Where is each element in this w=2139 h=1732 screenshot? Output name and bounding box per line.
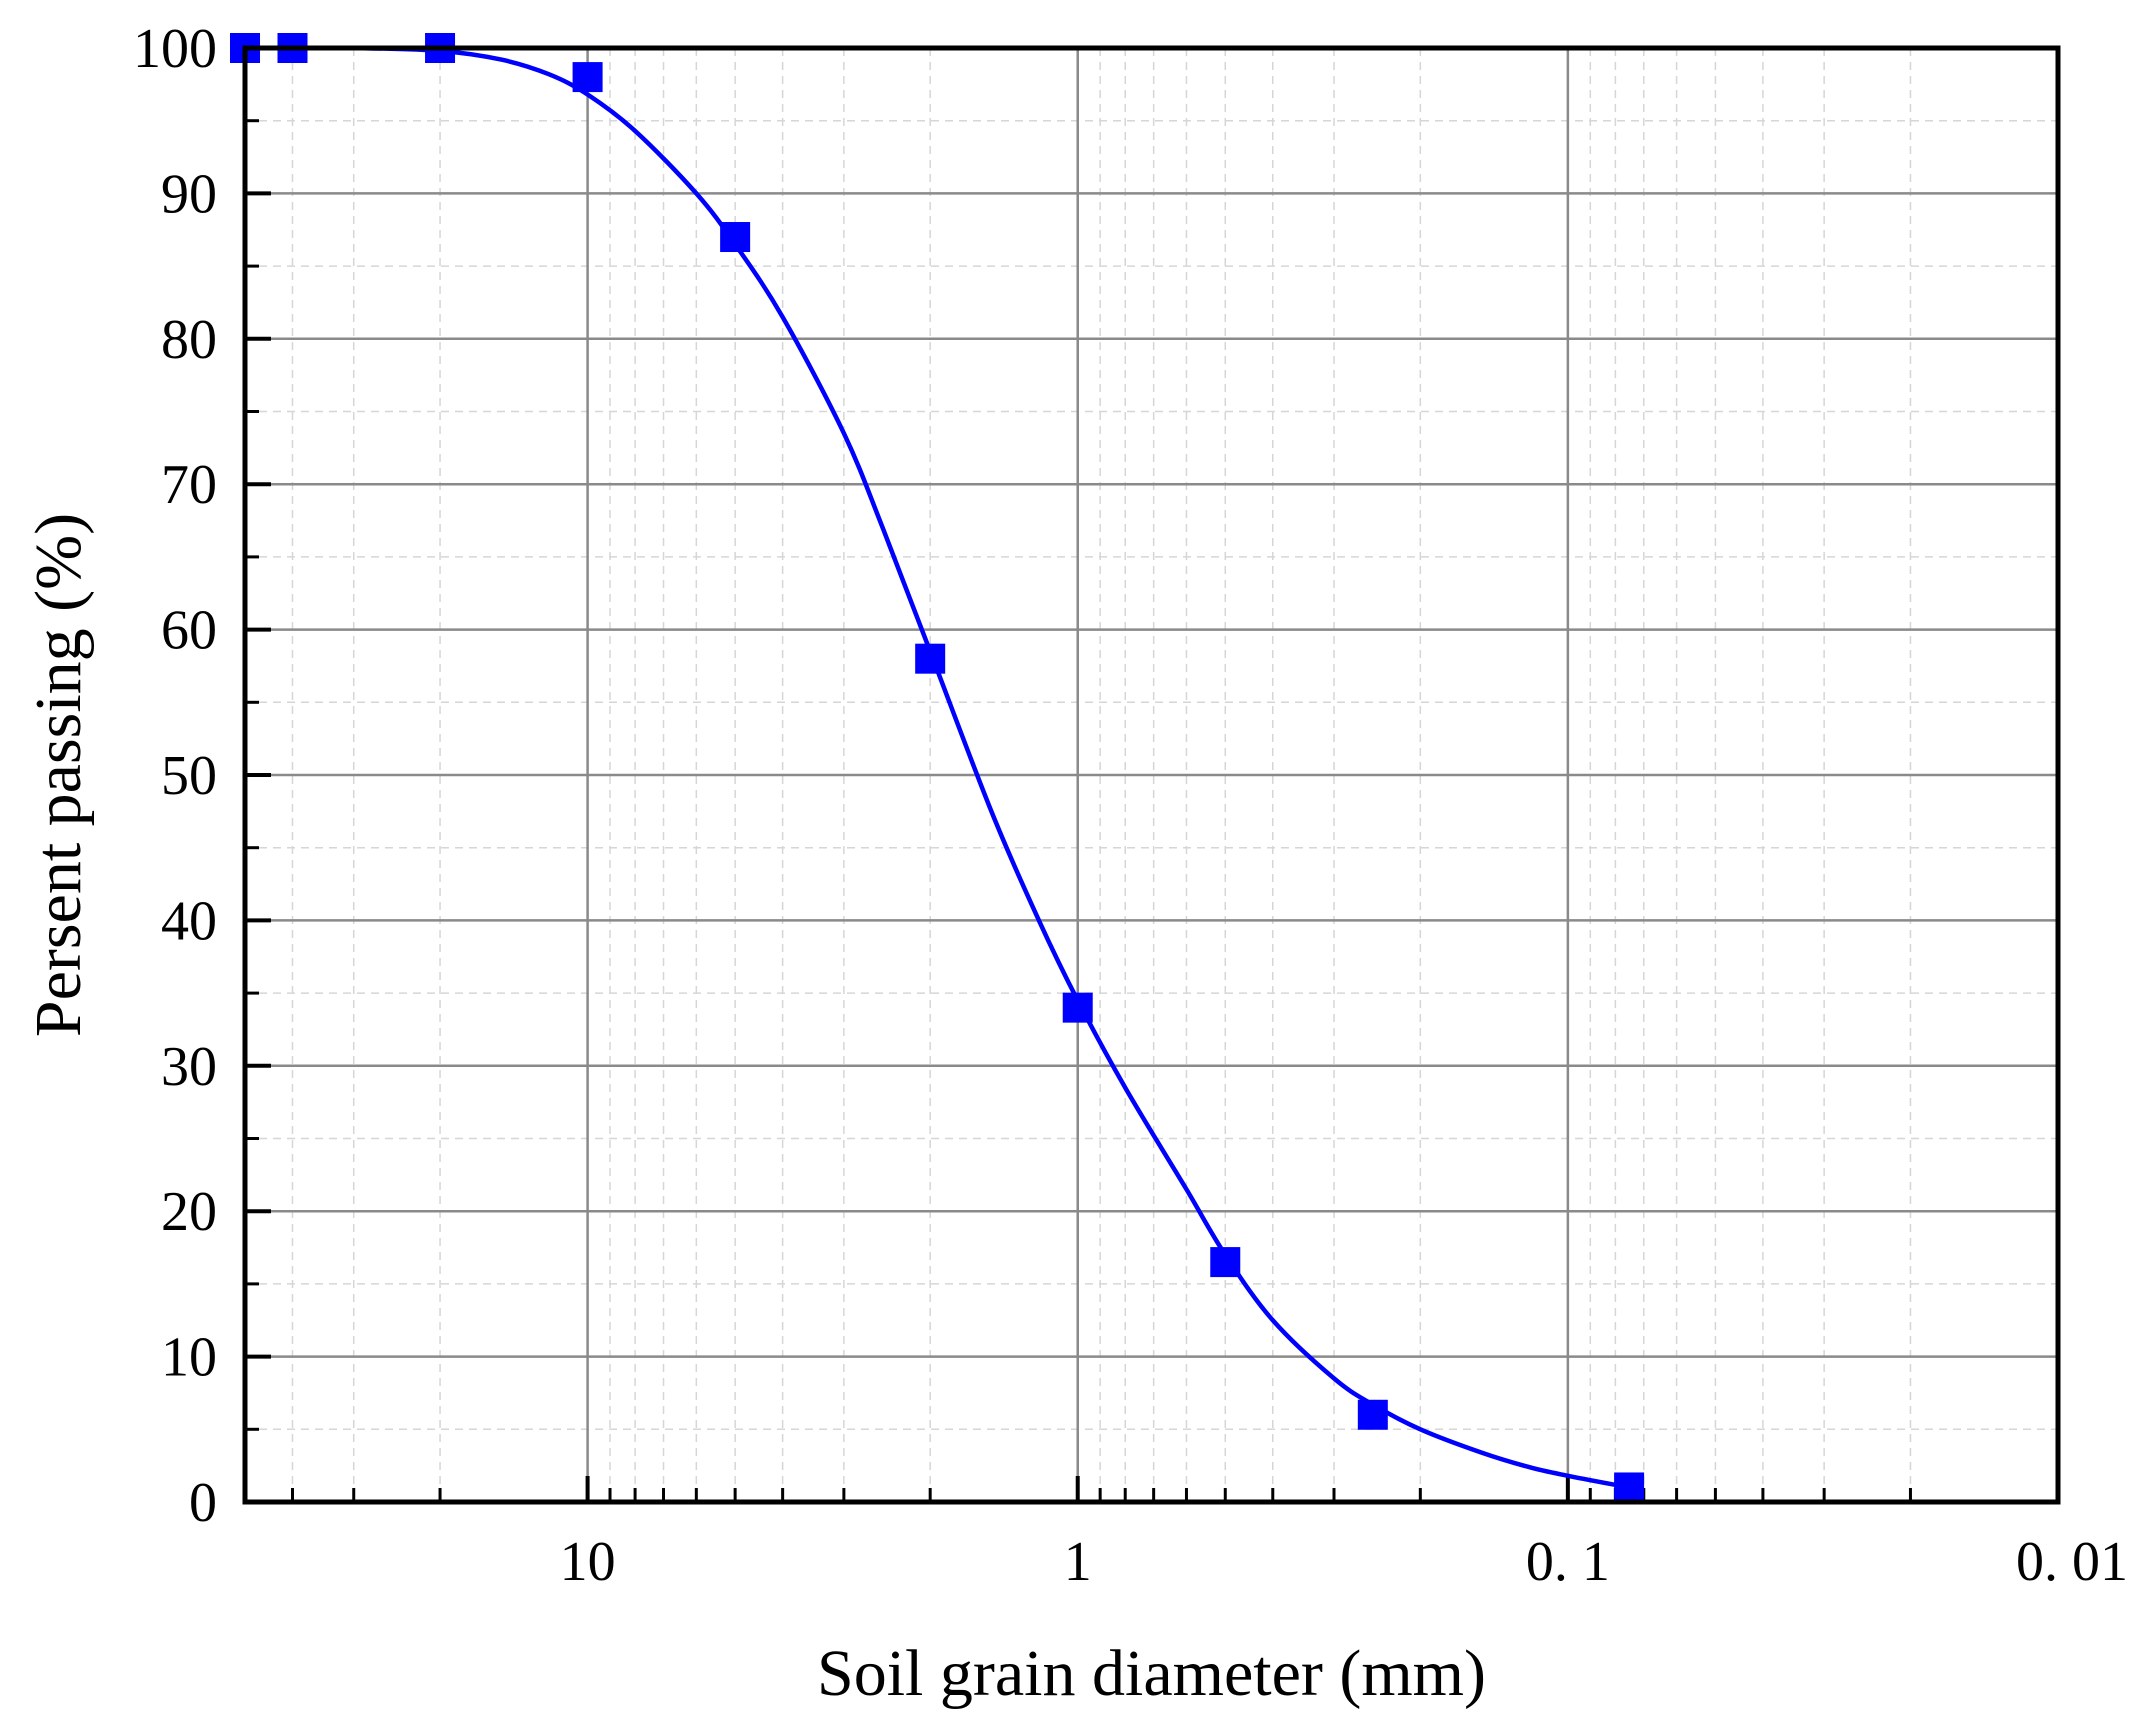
x-tick-label: 1 [1064, 1531, 1092, 1593]
y-tick-label: 70 [161, 454, 217, 516]
fitted-curve-layer [244, 45, 1630, 1490]
y-tick-label: 60 [161, 600, 217, 662]
data-point-marker [915, 643, 946, 674]
x-tick-label: 10 [560, 1531, 616, 1593]
data-point-marker [1210, 1247, 1241, 1278]
y-tick-label: 100 [133, 18, 217, 80]
y-tick-label: 10 [161, 1327, 217, 1389]
y-tick-label: 50 [161, 745, 217, 807]
fitted-curve-line [244, 45, 1630, 1490]
data-point-marker [1614, 1472, 1645, 1503]
x-tick-label: 0. 01 [2016, 1531, 2128, 1593]
y-axis-title: Persent passing (%) [22, 513, 95, 1037]
y-tick-label: 90 [161, 163, 217, 225]
data-markers [230, 33, 1645, 1503]
x-axis-title: Soil grain diameter (mm) [817, 1637, 1486, 1710]
x-tick-labels: 10 1 0. 1 0. 01 [560, 1531, 2128, 1593]
y-tick-labels: 0 10 20 30 40 50 60 70 80 90 100 [133, 18, 217, 1534]
y-tick-label: 30 [161, 1036, 217, 1098]
y-tick-label: 20 [161, 1181, 217, 1243]
data-point-marker [572, 62, 603, 93]
data-point-marker [1062, 992, 1093, 1023]
y-tick-label: 80 [161, 309, 217, 371]
y-tick-label: 40 [161, 890, 217, 952]
y-tick-label: 0 [189, 1472, 217, 1534]
x-tick-label: 0. 1 [1526, 1531, 1610, 1593]
data-point-marker [1357, 1399, 1388, 1430]
data-point-marker [720, 222, 751, 253]
minor-grid [244, 48, 2058, 1502]
plot-frame [242, 45, 2061, 1505]
